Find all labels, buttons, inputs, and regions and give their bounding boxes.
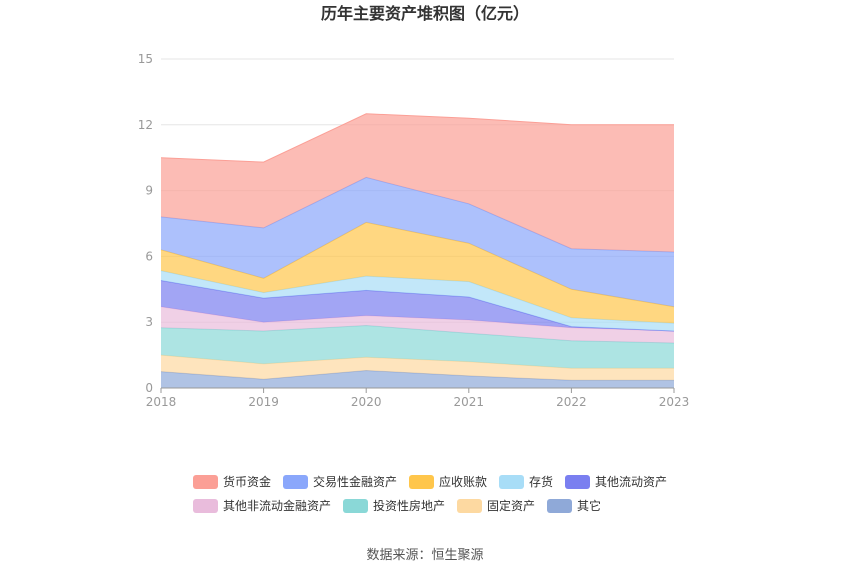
legend-label: 固定资产: [487, 498, 535, 513]
legend-swatch: [499, 475, 524, 489]
legend-item-其它[interactable]: 其它: [547, 498, 601, 513]
legend-item-应收账款[interactable]: 应收账款: [409, 474, 487, 489]
legend-swatch: [457, 499, 482, 513]
legend-label: 存货: [529, 474, 553, 489]
legend-item-交易性金融资产[interactable]: 交易性金融资产: [283, 474, 397, 489]
legend-swatch: [547, 499, 572, 513]
legend-item-存货[interactable]: 存货: [499, 474, 553, 489]
legend-item-固定资产[interactable]: 固定资产: [457, 498, 535, 513]
legend-item-货币资金[interactable]: 货币资金: [193, 474, 271, 489]
area-固定资产: [161, 355, 674, 381]
x-tick-label: 2021: [454, 395, 485, 409]
legend-swatch: [565, 475, 590, 489]
legend-swatch: [343, 499, 368, 513]
x-tick-label: 2018: [146, 395, 177, 409]
area-应收账款: [161, 222, 674, 324]
x-tick-label: 2019: [248, 395, 279, 409]
y-tick-label: 6: [145, 249, 153, 263]
area-货币资金: [161, 113, 674, 252]
y-tick-label: 0: [145, 381, 153, 395]
legend-item-其他非流动金融资产[interactable]: 其他非流动金融资产: [193, 498, 331, 513]
axes: 0 3 6 9 12 15 2018 2019 2020 2021 2022 2023: [138, 52, 690, 409]
legend-item-其他流动资产[interactable]: 其他流动资产: [565, 475, 667, 489]
y-tick-label: 3: [145, 315, 153, 329]
legend-swatch: [409, 475, 434, 489]
legend-label: 其它: [577, 498, 601, 513]
legend-label: 应收账款: [439, 474, 487, 489]
x-tick-label: 2023: [659, 395, 690, 409]
legend-label: 投资性房地产: [373, 498, 445, 513]
y-tick-label: 12: [138, 118, 153, 132]
area-存货: [161, 270, 674, 331]
legend-item-投资性房地产[interactable]: 投资性房地产: [343, 498, 445, 513]
y-tick-label: 15: [138, 52, 153, 66]
y-tick-label: 9: [145, 184, 153, 198]
x-tick-label: 2020: [351, 395, 382, 409]
data-source-note: 数据来源：恒生聚源: [366, 548, 483, 563]
area-top-line-货币资金: [160, 113, 674, 163]
area-series: [160, 113, 675, 388]
legend-label: 其他流动资产: [595, 475, 667, 489]
legend-swatch: [193, 475, 218, 489]
x-tick-label: 2022: [556, 395, 587, 409]
area-其他流动资产: [161, 280, 674, 331]
legend-label: 货币资金: [223, 474, 271, 489]
chart-title: 历年主要资产堆积图（亿元）: [321, 4, 529, 23]
area-其他非流动金融资产: [161, 306, 674, 343]
area-top-line-交易性金融资产: [160, 176, 675, 253]
area-交易性金融资产: [161, 177, 674, 307]
legend-swatch: [283, 475, 308, 489]
legend-swatch: [193, 499, 218, 513]
area-其它: [161, 370, 674, 388]
legend-label: 交易性金融资产: [313, 474, 397, 489]
legend-label: 其他非流动金融资产: [223, 498, 331, 513]
area-投资性房地产: [161, 325, 674, 369]
